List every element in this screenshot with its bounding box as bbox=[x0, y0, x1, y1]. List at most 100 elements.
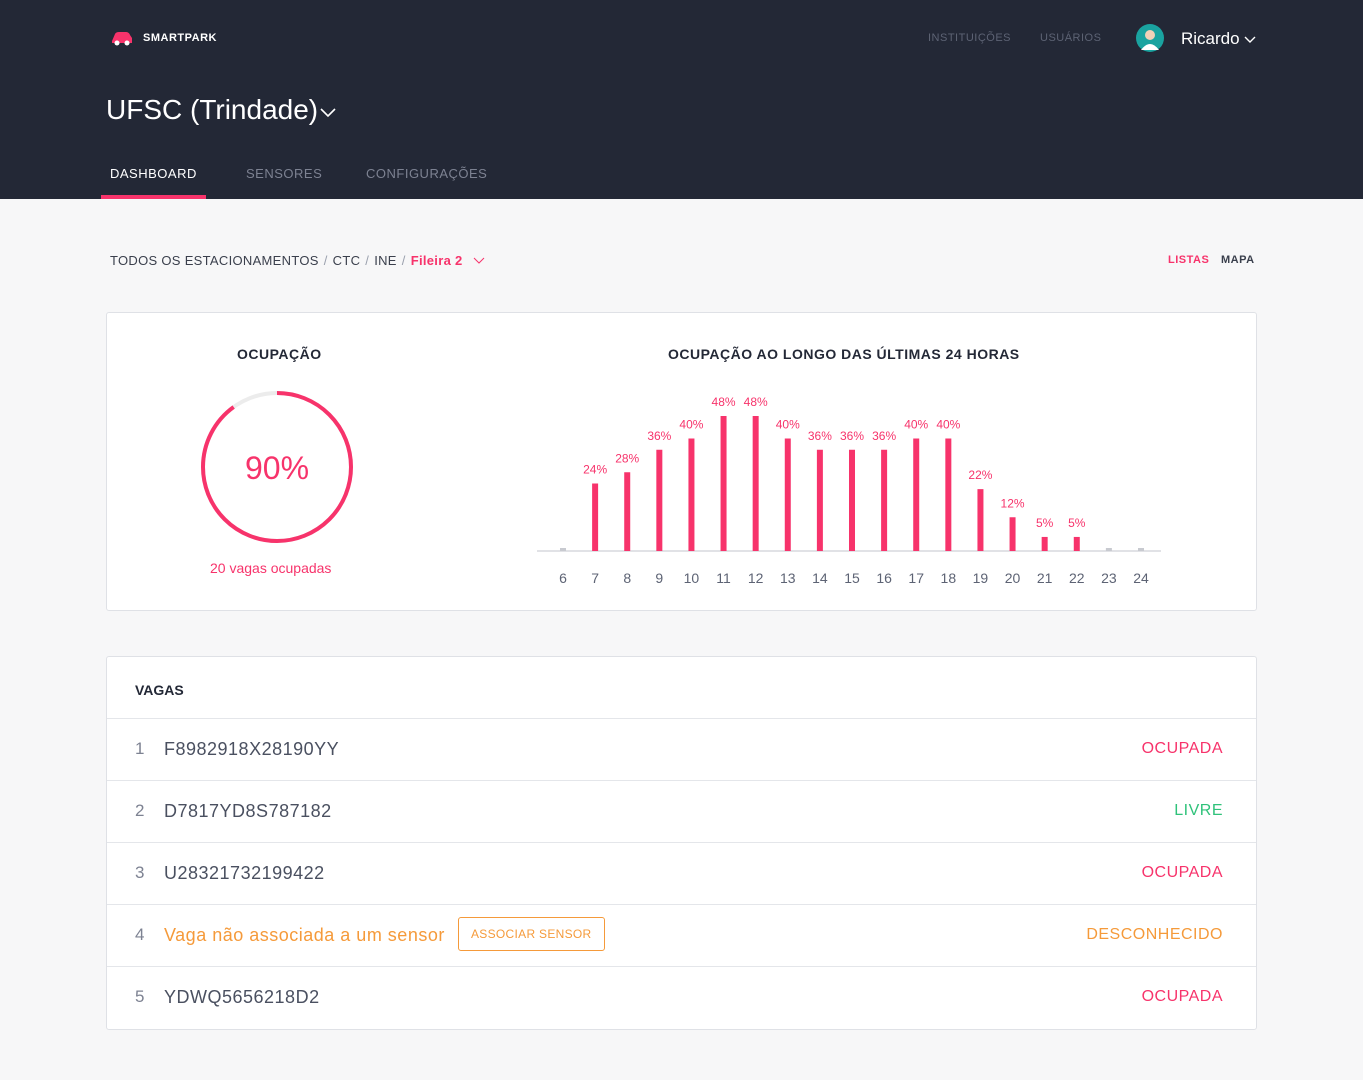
bar bbox=[720, 416, 727, 551]
tab-indicator bbox=[101, 195, 206, 199]
tab[interactable]: CONFIGURAÇÕES bbox=[366, 166, 488, 181]
chevron bbox=[473, 257, 484, 264]
associate-button[interactable]: ASSOCIAR SENSOR bbox=[458, 917, 605, 951]
x-tick-label: 11 bbox=[716, 570, 731, 586]
stats-card bbox=[106, 312, 1257, 611]
brand: SMARTPARK bbox=[143, 32, 217, 44]
value-label: 48% bbox=[744, 395, 768, 409]
x-tick-label: 19 bbox=[973, 570, 989, 586]
x-tick-label: 20 bbox=[1005, 570, 1021, 586]
vagas-table: VAGAS 1 F8982918X28190YY OCUPADA 2 D7817YD8S… bbox=[106, 656, 1257, 1030]
bar bbox=[849, 449, 855, 551]
bar bbox=[656, 449, 663, 551]
breadcrumb-separator: / bbox=[401, 253, 406, 268]
bar bbox=[560, 548, 566, 551]
value-label: 48% bbox=[712, 395, 736, 409]
avatar[interactable] bbox=[1136, 24, 1164, 52]
chevron-path bbox=[473, 257, 484, 264]
breadcrumb-item[interactable]: TODOS OS ESTACIONAMENTOS bbox=[110, 253, 319, 268]
bar bbox=[945, 438, 952, 551]
bar bbox=[624, 472, 631, 551]
chevron bbox=[1244, 36, 1256, 43]
value-label: 40% bbox=[776, 418, 800, 432]
bar bbox=[688, 438, 695, 551]
occupancy-caption: 20 vagas ocupadas bbox=[210, 560, 332, 576]
bar bbox=[913, 438, 920, 551]
value-label: 40% bbox=[679, 418, 703, 432]
value-label: 36% bbox=[647, 429, 671, 443]
x-tick-label: 21 bbox=[1037, 570, 1053, 586]
institution[interactable]: UFSC (Trindade) bbox=[106, 94, 319, 125]
breadcrumb-separator: / bbox=[323, 253, 328, 268]
bar bbox=[1138, 548, 1144, 551]
value-label: 5% bbox=[1036, 516, 1054, 530]
sensor-id: Vaga não associada a um sensor bbox=[164, 925, 445, 945]
value-label: 40% bbox=[904, 418, 928, 432]
table-row: 3 U28321732199422 OCUPADA bbox=[107, 842, 1256, 905]
x-tick-label: 22 bbox=[1069, 570, 1085, 586]
table-row: 2 D7817YD8S787182 LIVRE bbox=[107, 780, 1256, 843]
header: SMARTPARK INSTITUIÇÕES USUÁRIOS Ricardo … bbox=[0, 0, 1363, 199]
breadcrumb-item[interactable]: CTC bbox=[332, 253, 361, 268]
status: OCUPADA bbox=[1141, 864, 1223, 881]
bar bbox=[752, 416, 759, 551]
nav-link[interactable]: INSTITUIÇÕES bbox=[928, 32, 1012, 44]
x-tick-label: 18 bbox=[941, 570, 957, 586]
tab[interactable]: DASHBOARD bbox=[110, 166, 197, 181]
x-tick-label: 16 bbox=[876, 570, 892, 586]
status: OCUPADA bbox=[1141, 988, 1223, 1005]
view-toggle[interactable]: MAPA bbox=[1221, 254, 1255, 266]
sensor-id: YDWQ5656218D2 bbox=[164, 987, 320, 1007]
bar bbox=[881, 449, 888, 551]
value-label: 12% bbox=[1001, 496, 1025, 510]
x-tick-label: 12 bbox=[748, 570, 764, 586]
table-row: 4 Vaga não associada a um sensor ASSOCIAR … bbox=[107, 904, 1256, 967]
breadcrumb-item[interactable]: INE bbox=[374, 253, 397, 268]
sensor-id: U28321732199422 bbox=[164, 863, 325, 883]
bar bbox=[592, 483, 599, 551]
nav-link[interactable]: USUÁRIOS bbox=[1040, 32, 1102, 44]
tab[interactable]: SENSORES bbox=[246, 166, 323, 181]
status: OCUPADA bbox=[1141, 740, 1223, 757]
x-tick-label: 8 bbox=[623, 570, 631, 586]
status: LIVRE bbox=[1174, 802, 1223, 819]
x-tick-label: 24 bbox=[1133, 570, 1149, 586]
bar bbox=[816, 449, 823, 551]
sensor-id: D7817YD8S787182 bbox=[164, 801, 332, 821]
row-index: 2 bbox=[135, 801, 145, 820]
gauge: 90% bbox=[201, 391, 353, 543]
table-row: 1 F8982918X28190YY OCUPADA bbox=[107, 718, 1256, 781]
value-label: 24% bbox=[583, 463, 607, 477]
chevron bbox=[320, 108, 336, 118]
row-index: 5 bbox=[135, 987, 145, 1006]
x-tick-label: 13 bbox=[780, 570, 796, 586]
table-row: 5 YDWQ5656218D2 OCUPADA bbox=[107, 966, 1256, 1029]
row-index: 3 bbox=[135, 863, 145, 882]
value-label: 5% bbox=[1068, 516, 1086, 530]
breadcrumb-separator: / bbox=[365, 253, 370, 268]
value-label: 28% bbox=[615, 451, 639, 465]
chart-title: OCUPAÇÃO AO LONGO DAS ÚLTIMAS 24 HORAS bbox=[668, 346, 1020, 362]
row-index: 4 bbox=[135, 925, 145, 944]
breadcrumb-current: Fileira 2 bbox=[410, 253, 463, 268]
bar bbox=[784, 438, 791, 551]
table-title: VAGAS bbox=[135, 682, 184, 698]
value-label: 36% bbox=[840, 429, 864, 443]
value-label: 36% bbox=[872, 429, 896, 443]
row-index: 1 bbox=[135, 739, 145, 758]
x-tick-label: 6 bbox=[559, 570, 567, 586]
view-toggle[interactable]: LISTAS bbox=[1168, 254, 1210, 266]
x-tick-label: 23 bbox=[1101, 570, 1117, 586]
breadcrumb: TODOS OS ESTACIONAMENTOS / CTC / INE / Fileira… bbox=[110, 253, 485, 268]
bar bbox=[1041, 536, 1048, 551]
bar bbox=[1105, 548, 1112, 551]
status: DESCONHECIDO bbox=[1086, 926, 1223, 943]
x-tick-label: 17 bbox=[908, 570, 924, 586]
sensor-id: F8982918X28190YY bbox=[164, 739, 340, 759]
value-label: 40% bbox=[936, 418, 960, 432]
x-tick-label: 14 bbox=[812, 570, 828, 586]
bar bbox=[977, 489, 984, 551]
user-name[interactable]: Ricardo bbox=[1181, 29, 1240, 48]
gauge-arc bbox=[201, 391, 353, 543]
